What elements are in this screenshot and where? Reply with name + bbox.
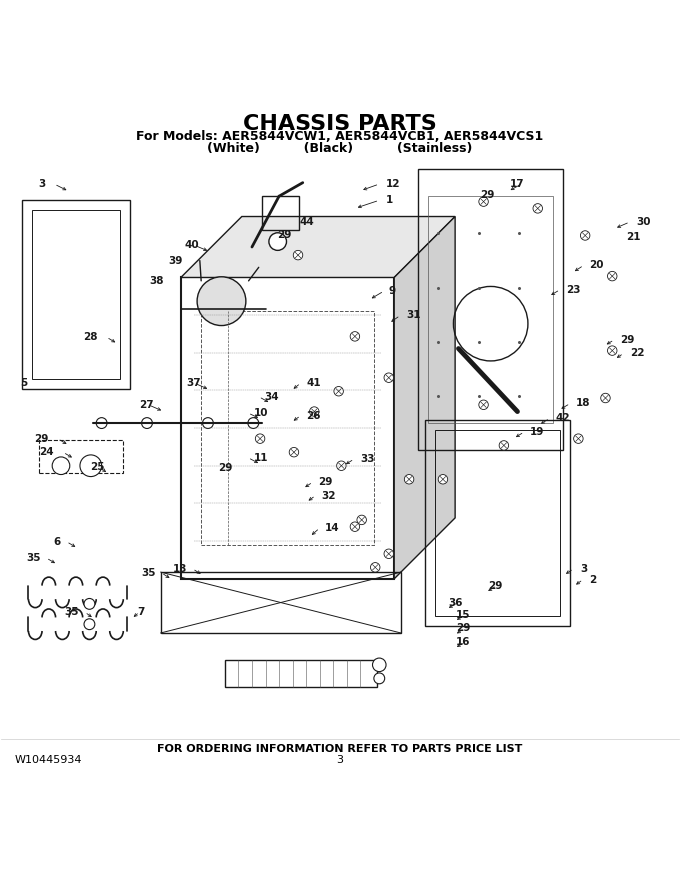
Circle shape bbox=[256, 434, 265, 444]
Circle shape bbox=[52, 457, 70, 474]
Circle shape bbox=[405, 474, 414, 484]
Circle shape bbox=[309, 407, 319, 416]
Circle shape bbox=[203, 418, 214, 429]
Text: 28: 28 bbox=[83, 332, 97, 342]
Circle shape bbox=[607, 346, 617, 356]
Text: 6: 6 bbox=[54, 537, 61, 546]
Circle shape bbox=[334, 386, 343, 396]
Text: 25: 25 bbox=[90, 462, 104, 472]
Text: 30: 30 bbox=[636, 217, 651, 227]
Circle shape bbox=[574, 434, 583, 444]
Text: 1: 1 bbox=[386, 195, 393, 205]
Text: 35: 35 bbox=[141, 568, 156, 578]
Text: 44: 44 bbox=[299, 217, 314, 227]
Text: 23: 23 bbox=[566, 284, 581, 295]
Text: 32: 32 bbox=[321, 490, 335, 501]
Circle shape bbox=[269, 233, 286, 251]
Text: 24: 24 bbox=[39, 447, 54, 458]
Text: 5: 5 bbox=[20, 378, 27, 388]
Text: 16: 16 bbox=[456, 637, 470, 647]
Circle shape bbox=[384, 373, 394, 383]
Text: For Models: AER5844VCW1, AER5844VCB1, AER5844VCS1: For Models: AER5844VCW1, AER5844VCB1, AE… bbox=[137, 130, 543, 143]
Circle shape bbox=[197, 277, 246, 326]
Text: 7: 7 bbox=[137, 607, 145, 617]
Text: FOR ORDERING INFORMATION REFER TO PARTS PRICE LIST: FOR ORDERING INFORMATION REFER TO PARTS … bbox=[157, 744, 523, 754]
Text: 40: 40 bbox=[184, 240, 199, 250]
Text: 29: 29 bbox=[488, 581, 503, 590]
Text: 39: 39 bbox=[169, 256, 183, 267]
Text: 11: 11 bbox=[254, 452, 268, 463]
Text: CHASSIS PARTS: CHASSIS PARTS bbox=[243, 114, 437, 134]
Text: 20: 20 bbox=[589, 260, 604, 270]
Text: 2: 2 bbox=[589, 575, 596, 584]
Circle shape bbox=[141, 418, 152, 429]
Text: 10: 10 bbox=[254, 408, 268, 418]
Text: 42: 42 bbox=[556, 414, 570, 423]
Text: 33: 33 bbox=[360, 454, 375, 464]
Text: 3: 3 bbox=[337, 755, 343, 765]
Text: 9: 9 bbox=[389, 286, 396, 296]
Text: 29: 29 bbox=[277, 231, 291, 240]
Circle shape bbox=[533, 203, 543, 213]
Text: 19: 19 bbox=[530, 427, 544, 436]
Circle shape bbox=[607, 271, 617, 281]
Text: 29: 29 bbox=[35, 434, 49, 444]
Text: 13: 13 bbox=[173, 564, 188, 574]
Circle shape bbox=[80, 455, 101, 477]
Text: 41: 41 bbox=[306, 378, 321, 388]
Circle shape bbox=[600, 393, 610, 403]
Circle shape bbox=[248, 418, 258, 429]
Text: 3: 3 bbox=[581, 564, 588, 574]
Text: 22: 22 bbox=[630, 348, 645, 358]
Circle shape bbox=[581, 231, 590, 240]
Polygon shape bbox=[181, 216, 455, 277]
Circle shape bbox=[337, 461, 346, 471]
Text: (White)          (Black)          (Stainless): (White) (Black) (Stainless) bbox=[207, 142, 473, 155]
Text: 29: 29 bbox=[620, 334, 634, 345]
Circle shape bbox=[357, 515, 367, 524]
Text: 29: 29 bbox=[318, 477, 333, 487]
Circle shape bbox=[374, 673, 385, 684]
Text: W10445934: W10445934 bbox=[15, 755, 82, 765]
Circle shape bbox=[384, 549, 394, 559]
Text: 29: 29 bbox=[219, 464, 233, 473]
Circle shape bbox=[373, 658, 386, 671]
Text: 3: 3 bbox=[38, 179, 46, 189]
Circle shape bbox=[96, 418, 107, 429]
Text: 34: 34 bbox=[264, 392, 279, 401]
Text: 29: 29 bbox=[456, 623, 470, 634]
Text: 36: 36 bbox=[449, 598, 463, 607]
Text: 26: 26 bbox=[306, 411, 321, 421]
Circle shape bbox=[438, 474, 447, 484]
Circle shape bbox=[84, 619, 95, 629]
Text: 27: 27 bbox=[139, 400, 154, 410]
Circle shape bbox=[350, 522, 360, 532]
Circle shape bbox=[293, 251, 303, 260]
Text: 37: 37 bbox=[186, 378, 201, 388]
Circle shape bbox=[350, 332, 360, 341]
Circle shape bbox=[479, 197, 488, 206]
Text: 15: 15 bbox=[456, 610, 470, 620]
Circle shape bbox=[289, 447, 299, 457]
Text: 18: 18 bbox=[576, 399, 590, 408]
Circle shape bbox=[371, 562, 380, 572]
Text: 29: 29 bbox=[480, 190, 494, 200]
Text: 12: 12 bbox=[386, 179, 401, 189]
Polygon shape bbox=[394, 216, 455, 579]
Text: 38: 38 bbox=[150, 275, 164, 286]
Text: 14: 14 bbox=[325, 523, 340, 533]
Text: 35: 35 bbox=[26, 553, 41, 563]
Text: 17: 17 bbox=[509, 179, 524, 189]
Circle shape bbox=[479, 400, 488, 409]
Text: 35: 35 bbox=[65, 607, 80, 617]
Text: 31: 31 bbox=[407, 311, 421, 320]
Circle shape bbox=[84, 598, 95, 609]
Text: 21: 21 bbox=[626, 231, 641, 242]
Circle shape bbox=[499, 441, 509, 451]
